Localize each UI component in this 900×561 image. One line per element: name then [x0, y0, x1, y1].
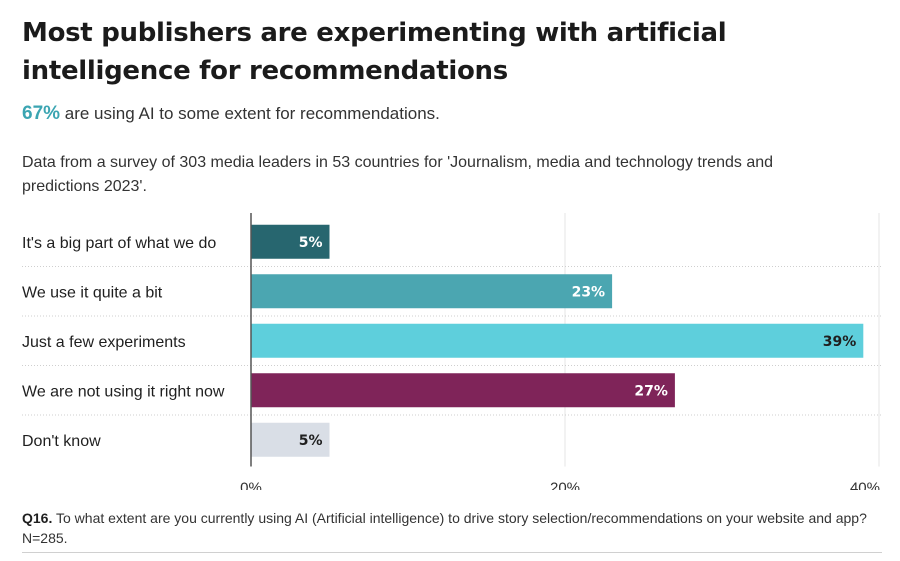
bar-chart: It's a big part of what we do We use it q…	[22, 213, 882, 491]
bar-4	[251, 422, 330, 457]
footnote-label: Q16.	[22, 510, 53, 526]
x-tick-label-1: 20%	[550, 480, 580, 491]
x-axis-ticks: 0% 20% 40%	[240, 480, 880, 491]
value-label-3: 27%	[634, 383, 668, 399]
footer-divider	[22, 552, 882, 553]
x-tick-label-0: 0%	[240, 480, 262, 491]
bar-1	[251, 274, 613, 309]
category-label-4: Don't know	[22, 433, 101, 450]
category-label-3: We are not using it right now	[22, 383, 225, 400]
footnote-text: To what extent are you currently using A…	[22, 510, 867, 546]
category-label-1: We use it quite a bit	[22, 284, 163, 301]
bar-3	[251, 373, 675, 408]
value-labels: 5% 23% 39% 27% 5%	[299, 235, 857, 449]
headline: 67% are using AI to some extent for reco…	[22, 101, 440, 127]
value-label-2: 39%	[823, 334, 857, 350]
bar-0	[251, 224, 330, 259]
x-tick-label-2: 40%	[850, 480, 880, 491]
headline-text: are using AI to some extent for recommen…	[60, 104, 440, 123]
category-labels: It's a big part of what we do We use it q…	[22, 235, 225, 450]
headline-highlight: 67%	[22, 103, 61, 124]
chart-title: Most publishers are experimenting with a…	[22, 18, 727, 86]
footnote: Q16. To what extent are you currently us…	[22, 508, 872, 548]
bar-2	[251, 323, 864, 358]
category-label-2: Just a few experiments	[22, 334, 186, 351]
value-label-1: 23%	[572, 284, 606, 300]
category-label-0: It's a big part of what we do	[22, 235, 216, 252]
chart-subtitle: Data from a survey of 303 media leaders …	[22, 154, 774, 195]
bars	[251, 224, 864, 457]
value-label-4: 5%	[299, 433, 323, 449]
value-label-0: 5%	[299, 235, 323, 251]
